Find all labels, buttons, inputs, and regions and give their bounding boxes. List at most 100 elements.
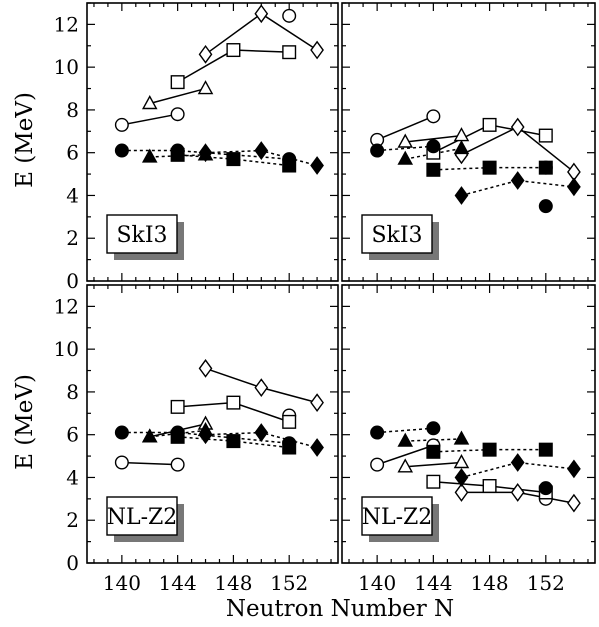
open-triangle-point [397,133,414,148]
filled-diamond-point [567,459,581,479]
series-line [121,461,178,466]
filled-square-point [282,158,297,173]
open-circle-point [282,8,297,23]
filled-diamond-point [198,143,213,163]
y-tick-label: 2 [66,508,79,532]
open-diamond-point [510,117,525,137]
y-tick-label: 0 [66,269,79,293]
open-diamond-point [310,40,324,60]
filled-diamond-point [454,186,469,205]
y-axis-label-bottom: E (MeV) [12,374,38,470]
panel-top-left: 0 2 4 6 8 10 12 SkI3 [54,2,339,293]
x-tick-label: 152 [270,571,308,595]
filled-diamond-point [254,141,269,160]
panel-label: NL-Z2 [362,505,433,530]
label-box [106,214,178,254]
filled-diamond-point [254,423,269,442]
open-diamond-point [567,493,581,513]
panel-label: SkI3 [371,223,422,248]
filled-diamond-point [198,425,213,445]
filled-triangle-point [453,430,470,445]
open-square-point [282,45,297,60]
panels: 0 2 4 6 8 10 12 SkI3 SkI3 0 2 4 6 8 10 12 140 144 148 152 NL… [54,2,596,595]
series-line [149,87,206,105]
filled-square-point [226,434,241,449]
open-diamond-point [254,378,269,398]
y-tick-label: 8 [66,98,79,122]
y-axis-label-top: E (MeV) [12,92,38,188]
filled-circle-point [370,425,385,440]
label-box [361,496,433,536]
filled-diamond-point [310,156,324,175]
open-square-point [226,43,241,58]
open-triangle-point [197,80,214,95]
open-triangle-point [453,127,470,142]
open-circle-point [114,117,129,132]
open-square-point [482,117,497,132]
open-circle-point [170,457,185,472]
x-tick-label: 152 [527,571,565,595]
open-diamond-point [310,393,324,413]
panel-top-right: SkI3 [341,2,596,282]
y-tick-label: 4 [66,183,79,207]
filled-square-point [282,440,297,455]
y-tick-label: 6 [66,423,79,447]
open-diamond-point [198,44,213,64]
x-axis-label: Neutron Number N [226,596,454,622]
series-line [461,461,575,479]
filled-circle-point [370,143,385,158]
y-tick-label: 2 [66,226,79,250]
series-line [376,444,434,466]
series-line [461,179,575,197]
y-tick-label: 4 [66,465,79,489]
filled-diamond-point [510,171,525,190]
y-tick-label: 12 [54,12,79,36]
filled-diamond-point [510,453,525,472]
open-diamond-point [254,4,269,24]
filled-triangle-point [397,432,414,447]
filled-diamond-point [567,177,581,197]
open-diamond-point [454,483,469,502]
open-square-point [426,474,441,489]
filled-square-point [482,442,497,457]
open-square-point [226,395,241,410]
open-square-point [538,128,553,143]
x-tick-label: 148 [470,571,508,595]
open-square-point [170,399,185,414]
filled-circle-point [538,199,553,214]
open-triangle-point [453,454,470,469]
panel-label: SkI3 [116,223,167,248]
open-square-point [482,479,497,494]
filled-square-point [170,147,185,162]
panel-frame [86,284,339,564]
x-tick-label: 140 [103,571,141,595]
panel-bottom-right: 140 144 148 152 NL-Z2 [341,284,596,595]
label-box [106,496,178,536]
filled-triangle-point [141,428,158,443]
filled-diamond-point [454,468,469,487]
series-line [377,427,434,434]
filled-square-point [426,444,441,459]
panel-frame [341,284,596,564]
label-box [361,214,433,254]
filled-square-point [426,162,441,177]
open-square-point [170,75,185,90]
panel-label: NL-Z2 [107,505,178,530]
filled-square-point [538,160,553,175]
filled-square-point [170,429,185,444]
filled-triangle-point [453,139,470,155]
open-diamond-point [510,483,525,502]
series-line [405,461,462,468]
y-tick-label: 10 [54,337,79,361]
y-tick-label: 8 [66,380,79,404]
series-line [405,134,462,143]
open-circle-point [370,457,385,472]
series-line [121,113,178,126]
filled-diamond-point [310,438,324,457]
y-tick-label: 10 [54,55,79,79]
y-tick-label: 6 [66,141,79,165]
series-line [376,115,434,141]
panel-frame [341,2,596,282]
x-tick-label: 148 [214,571,252,595]
